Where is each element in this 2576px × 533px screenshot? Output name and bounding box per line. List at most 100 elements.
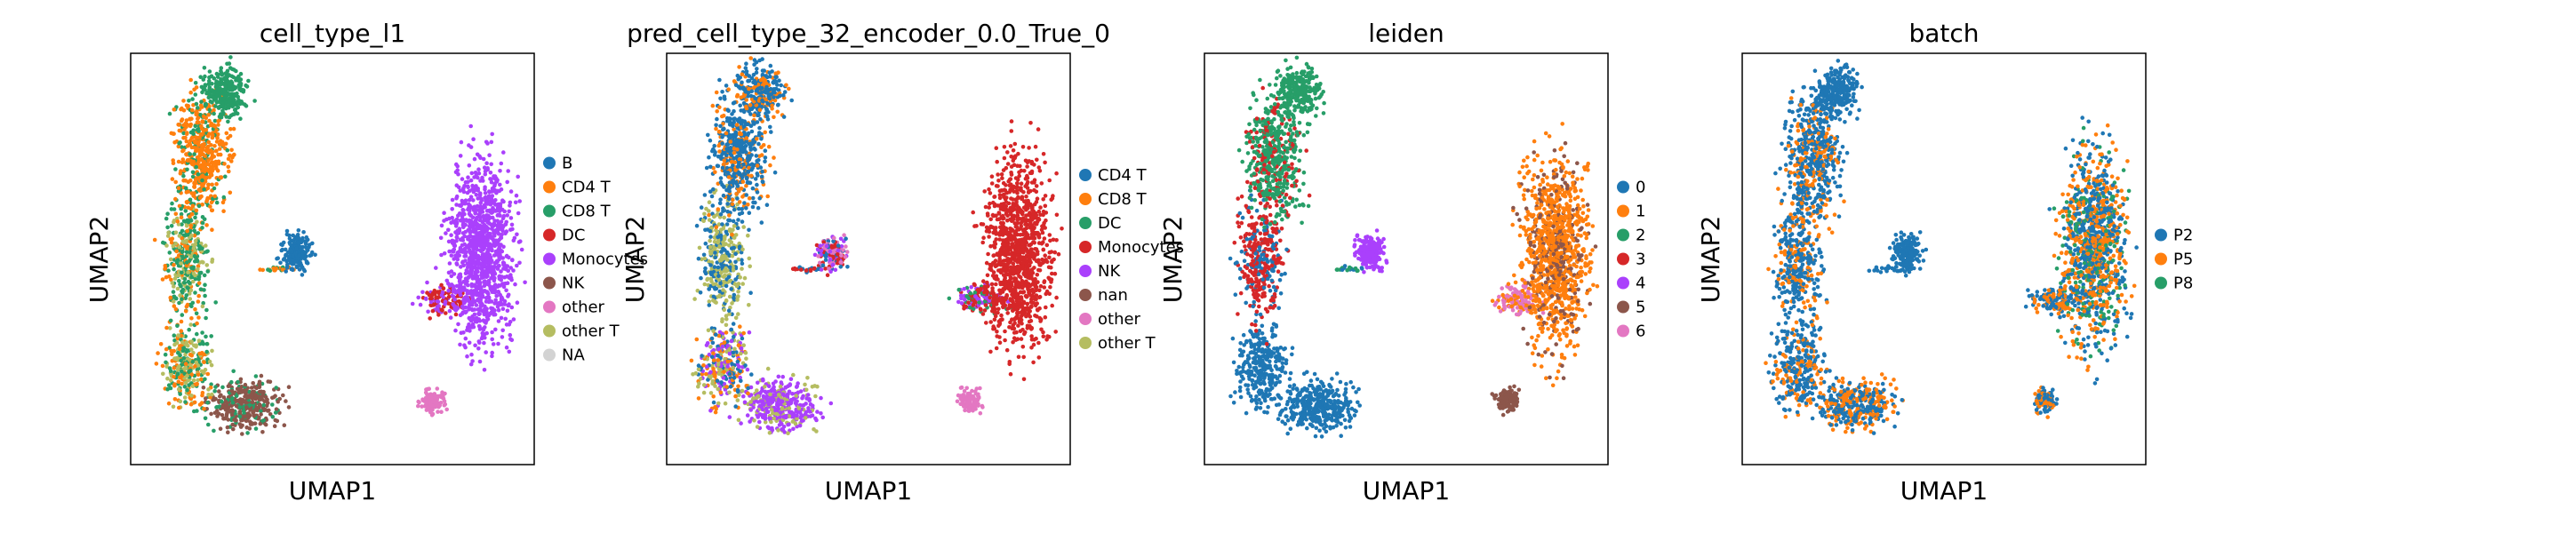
scatter-point — [201, 370, 206, 375]
scatter-point — [220, 200, 226, 205]
scatter-point — [727, 371, 732, 377]
scatter-point — [300, 265, 305, 270]
scatter-point — [180, 381, 184, 386]
scatter-point — [727, 218, 732, 223]
scatter-point — [781, 425, 787, 429]
scatter-point — [460, 222, 466, 227]
scatter-point — [707, 303, 712, 307]
scatter-point — [483, 309, 488, 314]
scatter-point — [186, 244, 190, 250]
scatter-point — [188, 116, 192, 122]
scatter-point — [759, 174, 764, 179]
scatter-point — [735, 147, 740, 152]
scatter-point — [295, 233, 300, 237]
scatter-point — [270, 415, 276, 419]
scatter-point — [213, 385, 218, 389]
scatter-point — [165, 211, 170, 216]
scatter-point — [740, 266, 744, 271]
scatter-point — [204, 199, 209, 203]
scatter-point — [181, 148, 186, 153]
scatter-point — [487, 189, 492, 194]
scatter-point — [271, 394, 276, 400]
scatter-point — [425, 280, 429, 285]
scatter-point — [209, 200, 214, 205]
scatter-point — [699, 205, 704, 210]
scatter-point — [708, 138, 713, 143]
scatter-point — [724, 283, 729, 289]
scatter-point — [708, 238, 712, 243]
scatter-point — [472, 282, 476, 288]
scatter-point — [496, 307, 501, 313]
scatter-point — [734, 283, 740, 289]
scatter-point — [716, 274, 721, 279]
scatter-point — [297, 253, 301, 258]
scatter-point — [216, 72, 220, 77]
scatter-point — [453, 312, 459, 317]
scatter-point — [732, 207, 737, 212]
scatter-point — [508, 216, 514, 220]
scatter-point — [761, 143, 766, 147]
scatter-point — [214, 139, 220, 144]
legend-label: NA — [562, 346, 585, 365]
scatter-point — [278, 260, 283, 266]
scatter-point — [172, 131, 176, 136]
scatter-point — [735, 117, 740, 123]
scatter-point — [416, 295, 421, 300]
scatter-point — [218, 394, 222, 399]
scatter-point — [471, 198, 476, 203]
scatter-point — [731, 350, 736, 355]
scatter-point — [765, 400, 770, 404]
scatter-point — [453, 230, 458, 235]
scatter-point — [501, 150, 506, 155]
scatter-point — [701, 383, 707, 387]
scatter-point — [202, 66, 207, 70]
scatter-point — [739, 378, 743, 384]
scatter-point — [180, 340, 185, 345]
scatter-point — [186, 343, 190, 348]
scatter-point — [220, 108, 225, 114]
scatter-point — [243, 414, 247, 419]
scatter-point — [168, 326, 172, 330]
scatter-point — [765, 425, 771, 430]
scatter-point — [237, 76, 242, 82]
scatter-point — [207, 107, 212, 112]
scatter-point — [268, 268, 273, 274]
scatter-point — [490, 224, 495, 228]
legend-marker — [543, 228, 556, 242]
scatter-point — [723, 235, 727, 239]
scatter-point — [494, 190, 499, 195]
scatter-point — [165, 234, 171, 238]
scatter-point — [696, 256, 701, 261]
scatter-point — [172, 207, 177, 211]
scatter-point — [424, 297, 428, 301]
scatter-point — [740, 149, 745, 155]
scatter-point — [198, 188, 203, 194]
scatter-point — [460, 231, 466, 235]
scatter-point — [193, 123, 198, 129]
scatter-point — [734, 123, 740, 127]
scatter-point — [426, 405, 430, 410]
scatter-point — [416, 403, 420, 409]
scatter-point — [177, 234, 182, 238]
scatter-point — [740, 179, 746, 184]
scatter-point — [206, 158, 211, 163]
scatter-point — [194, 164, 198, 170]
scatter-point — [489, 139, 494, 145]
scatter-point — [750, 195, 756, 201]
scatter-point — [227, 73, 232, 77]
scatter-point — [708, 409, 713, 413]
scatter-point — [210, 153, 215, 158]
scatter-point — [179, 333, 184, 338]
scatter-point — [791, 426, 796, 432]
scatter-point — [509, 222, 515, 227]
scatter-point — [807, 410, 812, 414]
scatter-point — [240, 418, 244, 423]
scatter-point — [482, 280, 486, 284]
scatter-point — [212, 410, 218, 416]
scatter-point — [168, 369, 173, 374]
scatter-point — [473, 187, 477, 191]
scatter-point — [484, 216, 490, 221]
scatter-point — [763, 148, 768, 153]
scatter-point — [737, 211, 742, 217]
scatter-point — [701, 390, 707, 395]
